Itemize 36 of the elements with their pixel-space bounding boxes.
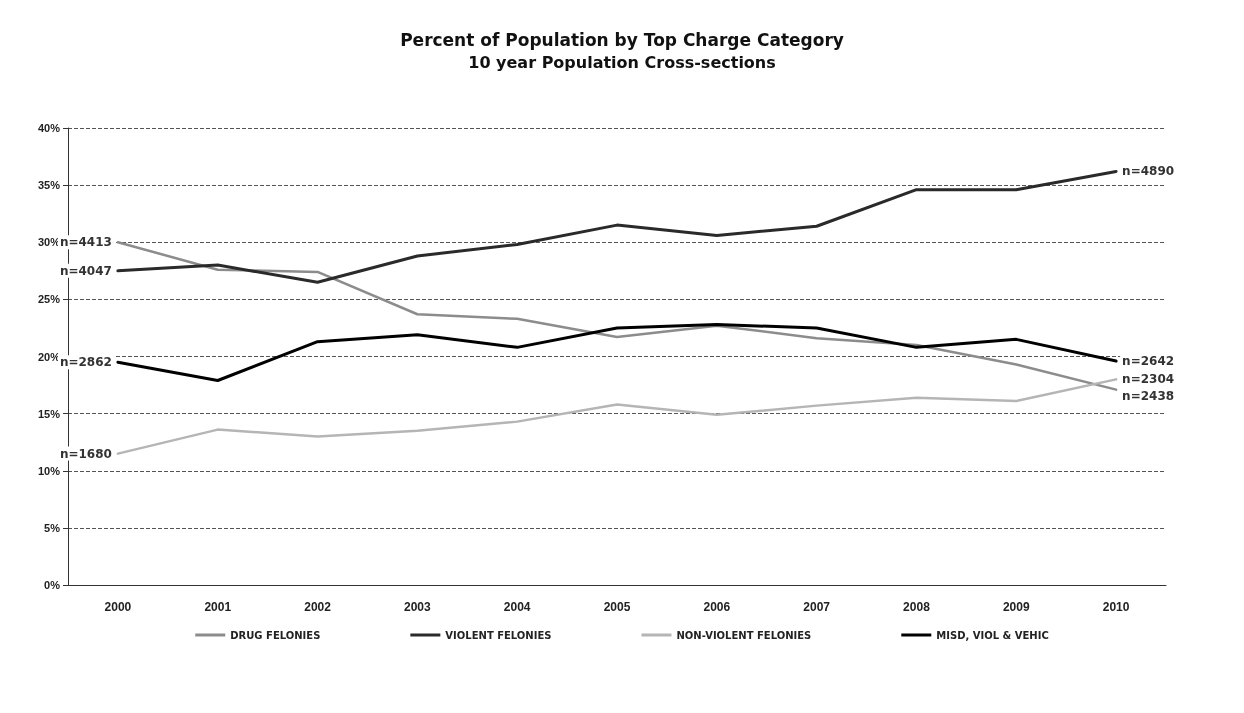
y-tick-label: 0% (44, 579, 61, 591)
annotation: n=4890 (1122, 164, 1175, 179)
x-tick-label: 2009 (1002, 600, 1030, 614)
legend-label: NON-VIOLENT FELONIES (676, 629, 812, 641)
y-tick-label: 5% (44, 521, 61, 534)
x-tick-label: 2003 (404, 600, 432, 614)
y-tick-label: 35% (37, 179, 61, 192)
y-tick-label: 25% (37, 293, 61, 306)
x-tick-label: 2000 (104, 600, 132, 614)
line-series (116, 169, 1118, 284)
annotation: n=2642 (1122, 354, 1175, 369)
x-tick-label: 2007 (803, 600, 831, 614)
x-tick-label: 2010 (1102, 600, 1130, 614)
x-tick-label: 2008 (903, 600, 931, 614)
line-series (116, 241, 1118, 391)
annotation: n=2304 (1122, 372, 1175, 387)
chart-title: Percent of Population by Top Charge Category (400, 29, 844, 50)
x-tick-label: 2001 (204, 600, 232, 614)
y-tick-label: 10% (37, 464, 61, 477)
y-tick-label: 15% (37, 407, 61, 420)
annotation: n=4413 (59, 235, 112, 250)
x-tick-label: 2006 (703, 600, 731, 614)
line-series (116, 378, 1118, 455)
legend-label: DRUG FELONIES (230, 629, 321, 641)
legend-label: VIOLENT FELONIES (445, 629, 552, 641)
annotation: n=2438 (1122, 389, 1175, 404)
annotation: n=2862 (59, 355, 112, 370)
y-tick-label: 40% (37, 122, 61, 134)
legend-label: MISD, VIOL & VEHIC (936, 629, 1049, 641)
x-tick-label: 2004 (503, 600, 531, 614)
x-tick-label: 2005 (603, 600, 631, 614)
chart-subtitle: 10 year Population Cross-sections (468, 52, 776, 72)
annotation: n=1680 (59, 446, 112, 461)
line-series (116, 323, 1118, 382)
annotation: n=4047 (59, 263, 112, 278)
x-tick-label: 2002 (304, 600, 332, 614)
